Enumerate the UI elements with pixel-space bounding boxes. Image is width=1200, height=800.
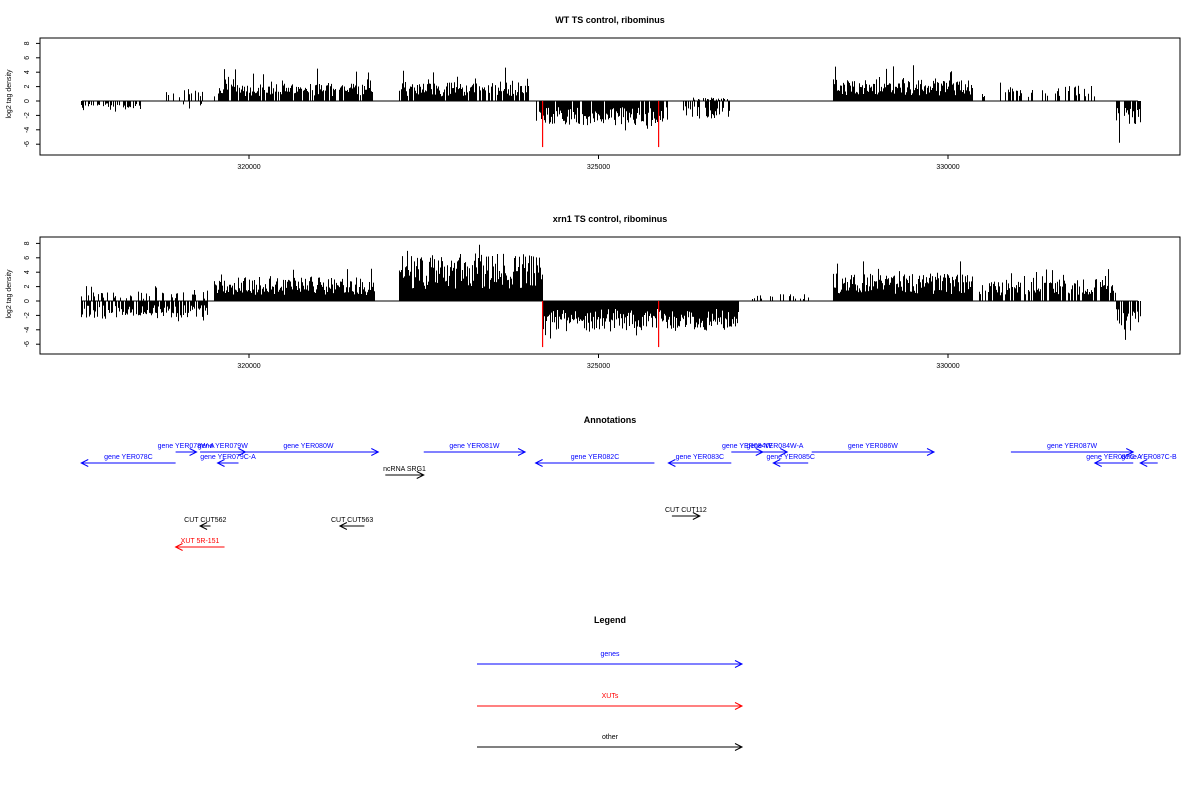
feature-arrow-other xyxy=(385,471,425,479)
feature-arrow-gene xyxy=(423,448,527,456)
annotations-title: Annotations xyxy=(584,415,637,425)
feature-arrow-gene xyxy=(80,459,176,467)
feature-arrow-other xyxy=(671,512,701,520)
y-tick-label: 2 xyxy=(24,85,31,89)
wt-track-bars xyxy=(81,65,1141,143)
feature-label: ncRNA SRG1 xyxy=(383,466,426,473)
feature-label: gene YER087W xyxy=(1047,443,1097,450)
legend-panel: Legend genes XUTs other xyxy=(477,615,744,751)
feature-label: gene YER082C xyxy=(571,454,620,461)
feature-label: gene YER087C-B xyxy=(1121,454,1177,461)
xrn1-y-ticks: 8 6 4 2 0 -2 -4 -6 xyxy=(24,241,40,347)
feature-arrow-other xyxy=(338,522,365,530)
feature-label: CUT CUT112 xyxy=(665,507,707,514)
feature-label: gene YER081W xyxy=(449,443,499,450)
y-tick-label: -4 xyxy=(24,127,31,133)
x-tick-label: 330000 xyxy=(936,164,959,171)
feature-arrow-gene xyxy=(811,448,936,456)
y-tick-label: 0 xyxy=(24,299,31,303)
feature-label: gene YER080W xyxy=(283,443,333,450)
x-tick-label: 325000 xyxy=(587,363,610,370)
legend-arrow-xut xyxy=(477,702,744,710)
y-tick-label: 4 xyxy=(24,270,31,274)
xrn1-track-title: xrn1 TS control, ribominus xyxy=(553,214,668,224)
feature-label: gene YER079W xyxy=(198,443,248,450)
legend-label: genes xyxy=(600,651,620,658)
feature-arrow-gene xyxy=(175,448,198,456)
feature-label: gene YER084W-A xyxy=(747,443,804,450)
legend-arrow-gene xyxy=(477,660,744,668)
feature-arrow-gene xyxy=(762,448,789,456)
y-tick-label: 8 xyxy=(24,241,31,245)
legend-label: other xyxy=(602,734,619,741)
wt-track-highlights xyxy=(541,101,660,148)
legend-label: XUTs xyxy=(602,693,619,700)
legend-title: Legend xyxy=(594,615,626,625)
feature-label: gene YER078C xyxy=(104,454,153,461)
feature-arrow-gene xyxy=(1010,448,1135,456)
feature-arrow-gene xyxy=(1093,459,1134,467)
wt-y-ticks: 8 6 4 2 0 -2 -4 -6 xyxy=(24,41,40,147)
x-tick-label: 320000 xyxy=(237,363,260,370)
feature-label: gene YER086W xyxy=(848,443,898,450)
feature-arrow-gene xyxy=(216,459,239,467)
feature-label: CUT CUT563 xyxy=(331,517,373,524)
feature-arrow-gene xyxy=(1139,459,1158,467)
feature-label: gene YER087C-A xyxy=(1086,454,1142,461)
feature-label: CUT CUT562 xyxy=(184,517,226,524)
y-tick-label: 4 xyxy=(24,70,31,74)
feature-arrow-gene xyxy=(772,459,809,467)
y-tick-label: 2 xyxy=(24,285,31,289)
y-tick-label: 8 xyxy=(24,41,31,45)
x-tick-label: 320000 xyxy=(237,164,260,171)
y-tick-label: 6 xyxy=(24,256,31,260)
legend-items: genes XUTs other xyxy=(477,651,744,751)
feature-label: gene YER085C xyxy=(766,454,815,461)
feature-arrow-gene xyxy=(534,459,655,467)
xrn1-x-ticks: 320000 325000 330000 xyxy=(237,353,960,370)
y-tick-label: 0 xyxy=(24,99,31,103)
wt-x-ticks: 320000 325000 330000 xyxy=(237,154,960,171)
xrn1-track-panel: xrn1 TS control, ribominus log2 tag dens… xyxy=(6,214,1181,370)
xrn1-track-ylabel: log2 tag density xyxy=(6,269,13,319)
feature-arrow-xut xyxy=(174,543,225,551)
legend-arrow-other xyxy=(477,743,744,751)
y-tick-label: 6 xyxy=(24,56,31,60)
y-tick-label: -6 xyxy=(24,341,31,347)
x-tick-label: 325000 xyxy=(587,164,610,171)
x-tick-label: 330000 xyxy=(936,363,959,370)
feature-arrow-gene xyxy=(667,459,732,467)
y-tick-label: -2 xyxy=(24,112,31,118)
feature-label: gene YER084W xyxy=(722,443,772,450)
feature-label: gene YER079C-A xyxy=(200,454,256,461)
y-tick-label: -4 xyxy=(24,327,31,333)
xrn1-track-bars xyxy=(81,244,1141,340)
wt-track-ylabel: log2 tag density xyxy=(6,69,13,119)
wt-track-title: WT TS control, ribominus xyxy=(555,15,665,25)
feature-label: gene YER083C xyxy=(676,454,725,461)
feature-label: XUT 5R-151 xyxy=(181,538,220,545)
xrn1-track-highlights xyxy=(541,301,660,348)
y-tick-label: -2 xyxy=(24,312,31,318)
feature-label: gene YER078W-A xyxy=(158,443,215,450)
y-tick-label: -6 xyxy=(24,141,31,147)
feature-arrow-gene xyxy=(238,448,380,456)
wt-track-panel: WT TS control, ribominus log2 tag densit… xyxy=(6,15,1181,171)
feature-arrow-other xyxy=(198,522,211,530)
